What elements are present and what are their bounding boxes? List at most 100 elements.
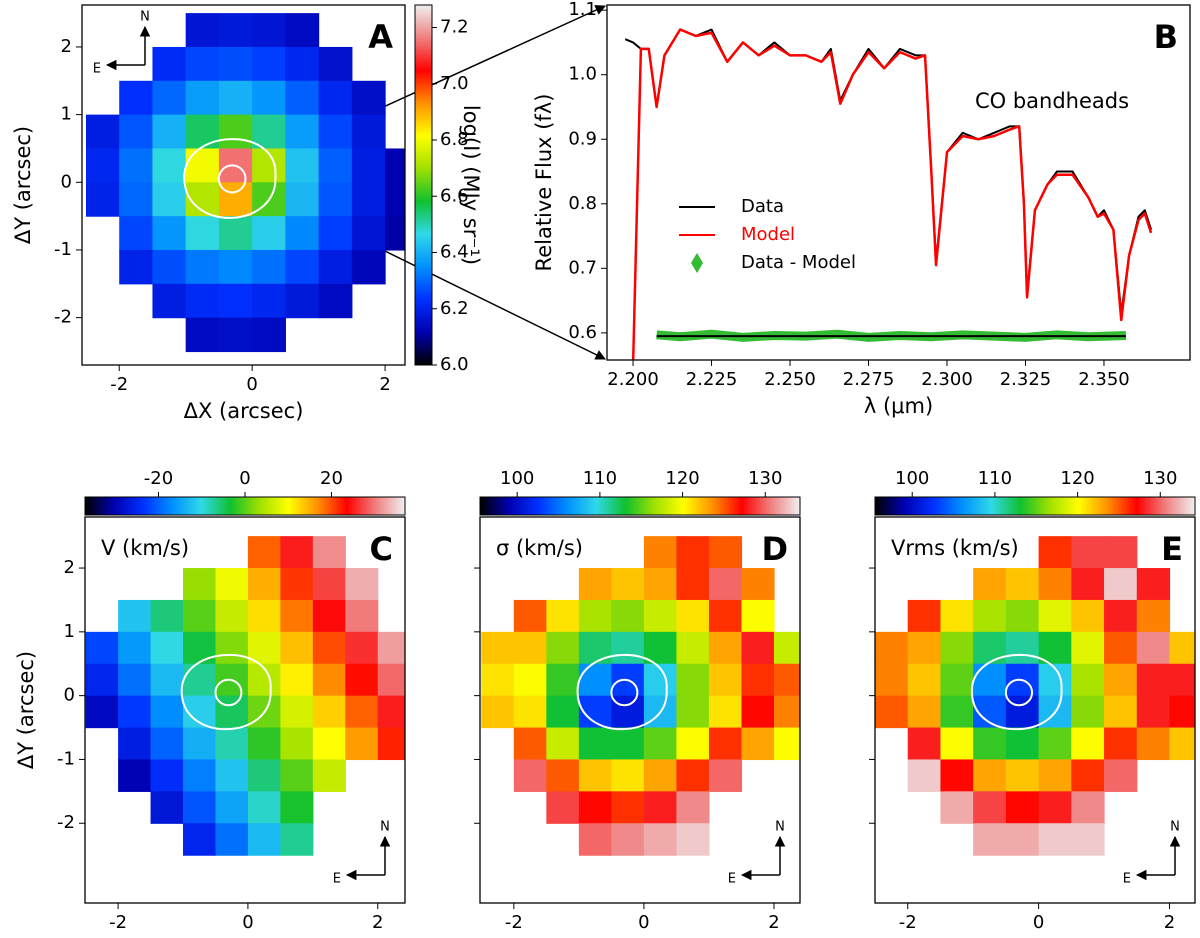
cell <box>280 823 314 856</box>
cell <box>1071 791 1105 824</box>
x-tick-label: 2.275 <box>843 369 895 390</box>
y-axis-label: ΔY (arcsec) <box>14 651 38 769</box>
x-axis-label: ΔX (arcsec) <box>184 399 304 423</box>
cell <box>385 148 405 183</box>
cell <box>611 599 645 633</box>
cell <box>1104 663 1138 697</box>
cell <box>1038 568 1072 601</box>
colorbar-tick-label: 6.0 <box>440 354 469 375</box>
cell <box>1136 663 1171 697</box>
cell <box>345 568 379 601</box>
cell <box>578 823 612 856</box>
cell <box>1071 536 1105 569</box>
cell <box>118 631 152 665</box>
cell <box>85 631 119 665</box>
cell <box>546 759 580 792</box>
legend-marker <box>691 253 703 273</box>
contour <box>183 138 277 219</box>
colorbar-tick-label: 6.6 <box>440 185 469 206</box>
cell <box>708 568 743 601</box>
contour <box>214 678 243 707</box>
cell <box>973 568 1007 601</box>
colorbar-tick-label: 6.4 <box>440 242 469 263</box>
cell <box>85 695 119 729</box>
cell <box>546 727 580 761</box>
cell <box>676 727 710 761</box>
compass-label: N <box>775 820 785 835</box>
cell <box>285 148 320 183</box>
contour <box>1004 678 1034 707</box>
x-tick-label: -2 <box>109 912 127 933</box>
cell <box>940 663 974 697</box>
cell <box>875 695 909 729</box>
cell <box>377 663 405 697</box>
cell <box>285 182 320 217</box>
cell <box>285 283 320 319</box>
plot-area <box>875 536 1195 856</box>
cell <box>280 536 314 569</box>
colorbar <box>479 496 801 516</box>
cell <box>1038 727 1072 761</box>
cell <box>185 46 220 82</box>
cell <box>312 568 346 601</box>
cell <box>185 283 220 319</box>
y-tick-label: 1.0 <box>568 64 597 85</box>
compass-label: E <box>1123 872 1131 887</box>
cell <box>252 114 286 150</box>
cell <box>385 216 405 251</box>
cell <box>152 114 187 150</box>
cell <box>773 727 800 761</box>
x-tick-label: 2 <box>379 374 390 395</box>
cell <box>907 599 942 633</box>
cell <box>611 727 645 761</box>
cell <box>1038 599 1072 633</box>
cell <box>773 663 800 697</box>
cell <box>481 663 515 697</box>
cell <box>875 631 909 665</box>
cell <box>215 631 249 665</box>
cell <box>252 283 286 319</box>
cell <box>85 148 120 183</box>
cell <box>643 599 678 633</box>
y-tick-label: 0.7 <box>568 257 597 278</box>
cell <box>215 599 249 633</box>
cell <box>973 663 1007 697</box>
cell <box>118 759 152 792</box>
cell <box>611 695 645 729</box>
panel-letter: D <box>761 530 788 568</box>
cell <box>578 791 612 824</box>
y-tick-label: 0.8 <box>568 193 597 214</box>
cell <box>385 182 405 217</box>
cell <box>708 536 743 569</box>
cell <box>247 823 281 856</box>
cell <box>215 791 249 824</box>
cell <box>351 249 386 285</box>
axes-frame <box>84 516 406 904</box>
cell <box>280 727 314 761</box>
legend-label: Model <box>741 224 795 245</box>
plot-area <box>85 536 405 856</box>
cell <box>285 114 320 150</box>
cell <box>85 114 120 150</box>
cell <box>252 317 286 353</box>
cell <box>183 631 217 665</box>
y-tick-label: -2 <box>57 812 75 833</box>
colorbar-tick-label: 100 <box>500 468 534 489</box>
cell <box>1136 599 1171 633</box>
colorbar-tick-label: 20 <box>320 468 343 489</box>
legend-label: Data - Model <box>741 252 856 273</box>
y-tick-label: 0.6 <box>568 322 597 343</box>
colorbar-tick-label: 0 <box>239 468 250 489</box>
cell <box>1169 663 1195 697</box>
contour <box>970 653 1063 731</box>
cell <box>252 13 286 48</box>
cell <box>312 695 346 729</box>
cell <box>773 631 800 665</box>
cell <box>318 249 353 285</box>
x-tick-label: 2.250 <box>764 369 816 390</box>
x-tick-label: 2.325 <box>1000 369 1052 390</box>
cell <box>1005 568 1040 601</box>
cell <box>546 663 580 697</box>
axes-frame <box>606 4 1191 361</box>
